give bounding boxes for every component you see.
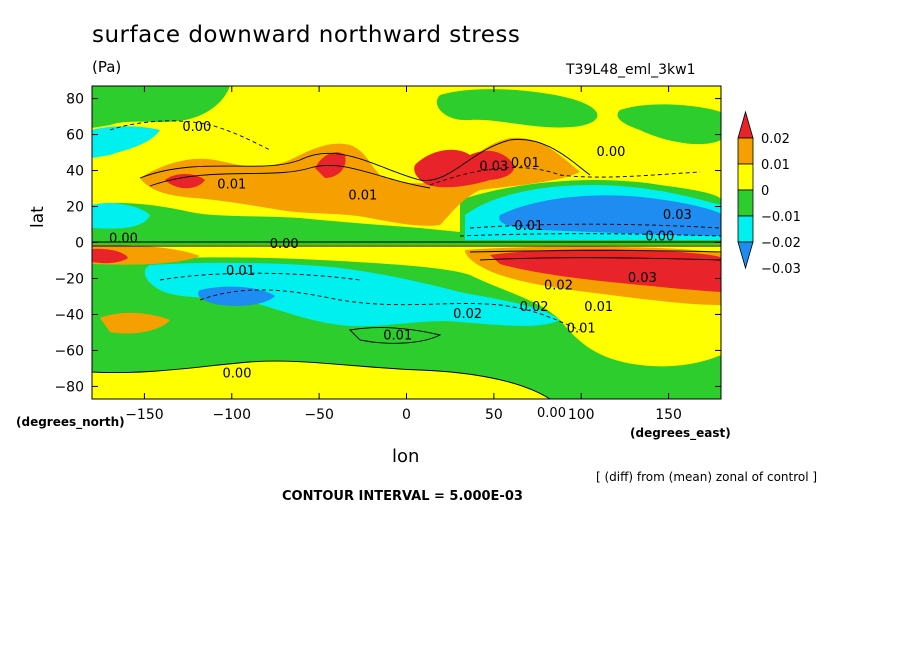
- y-tick-label: 80: [66, 92, 84, 108]
- contour-line: [92, 360, 551, 399]
- field-cyan-w-tropic: [92, 203, 150, 229]
- contour-label: 0.02: [453, 307, 482, 322]
- x-tick-label: 150: [655, 407, 682, 423]
- contour-line: [139, 138, 591, 181]
- field-red-south-eq: [490, 249, 721, 292]
- contour-label: 0.01: [226, 264, 255, 279]
- field-orange-sw: [100, 312, 170, 334]
- contour-interval-label: CONTOUR INTERVAL = 5.000E-03: [282, 489, 523, 504]
- colorbar-swatch: [737, 110, 754, 139]
- contour-label: 0.01: [567, 321, 596, 336]
- contour-line: [159, 272, 361, 281]
- chart-title: surface downward northward stress: [92, 22, 521, 48]
- contour-label: 0.00: [596, 145, 625, 160]
- contour-label: 0.02: [520, 300, 549, 315]
- contour-line: [149, 165, 431, 189]
- field-green-ne: [617, 104, 721, 145]
- x-tick-label: 100: [568, 407, 595, 423]
- contour-label: 0.03: [628, 271, 657, 286]
- contour-line: [469, 250, 721, 253]
- contour-lines: [92, 120, 721, 399]
- contour-label: 0.01: [514, 219, 543, 234]
- field-green-arctic: [436, 89, 598, 128]
- x-axis-label: lon: [392, 446, 420, 467]
- contour-label: 0.01: [383, 329, 412, 344]
- x-tick-label: −100: [213, 407, 251, 423]
- contour-label: 0.01: [348, 188, 377, 203]
- x-tick-label: 50: [485, 407, 503, 423]
- colorbar-label: 0: [761, 184, 769, 199]
- x-axis-units: (degrees_east): [630, 426, 731, 440]
- contour-label: 0.00: [182, 120, 211, 135]
- contour-label: 0.01: [584, 300, 613, 315]
- contour-label: 0.01: [217, 178, 246, 193]
- contour-label: 0.03: [663, 208, 692, 223]
- colorbar-label: −0.01: [761, 210, 801, 225]
- comparison-note: [ (diff) from (mean) zonal of control ]: [596, 470, 818, 484]
- contour-label: 0.03: [479, 160, 508, 175]
- colorbar-label: 0.01: [761, 158, 790, 173]
- y-axis-ticks: 80 60 40 20 0 −20 −40 −60 −80: [54, 92, 721, 395]
- colorbar-label: 0.02: [761, 132, 790, 147]
- contour-label: 0.00: [109, 232, 138, 247]
- field-red-west-eq: [92, 248, 128, 264]
- y-axis-units: (degrees_north): [16, 415, 125, 429]
- field-blue-ne-equator: [499, 195, 721, 236]
- contour-label: 0.00: [270, 237, 299, 252]
- y-tick-label: 40: [66, 164, 84, 180]
- y-tick-label: 60: [66, 128, 84, 144]
- x-axis-ticks: −150 −100 −50 0 50 100 150: [125, 86, 682, 423]
- y-tick-label: −40: [54, 307, 84, 323]
- contour-line: [479, 257, 721, 261]
- contour-label: 0.02: [544, 278, 573, 293]
- colorbar-label: −0.02: [761, 236, 801, 251]
- contour-label: 0.00: [537, 406, 566, 421]
- y-tick-label: 0: [75, 236, 84, 252]
- colorbar-swatch: [737, 163, 754, 191]
- colorbar-label: −0.03: [761, 262, 801, 277]
- field-blue-south: [198, 286, 275, 306]
- contour-line: [429, 167, 701, 186]
- field-green-tropics-w: [92, 202, 460, 245]
- colorbar-swatch: [737, 215, 754, 243]
- field-cyan-south: [144, 262, 560, 327]
- contour-label: 0.00: [645, 230, 674, 245]
- contour-field-group: [92, 86, 721, 399]
- contour-label: 0.00: [223, 366, 252, 381]
- contour-line: [109, 120, 271, 151]
- y-tick-label: −20: [54, 271, 84, 287]
- colorbar-swatch: [737, 189, 754, 217]
- run-id-label: T39L48_eml_3kw1: [566, 62, 696, 78]
- x-tick-label: −150: [125, 407, 163, 423]
- colorbar: 0.02 0.01 0 −0.01 −0.02 −0.03: [737, 110, 801, 277]
- units-label: (Pa): [92, 58, 122, 76]
- contour-line: [459, 233, 721, 237]
- field-green-north: [92, 86, 230, 128]
- x-tick-label: −50: [304, 407, 334, 423]
- colorbar-swatch: [737, 241, 754, 270]
- colorbar-swatch: [737, 137, 754, 165]
- contour-labels: 0.000.010.010.03 0.010.000.030.010.000.00…: [109, 120, 692, 421]
- x-tick-label: 0: [402, 407, 411, 423]
- field-cyan-nw: [92, 126, 160, 158]
- contour-line: [349, 327, 442, 344]
- contour-label: 0.01: [511, 156, 540, 171]
- y-tick-label: −60: [54, 343, 84, 359]
- field-red-north-1: [165, 174, 205, 189]
- y-tick-label: −80: [54, 379, 84, 395]
- y-tick-label: 20: [66, 200, 84, 216]
